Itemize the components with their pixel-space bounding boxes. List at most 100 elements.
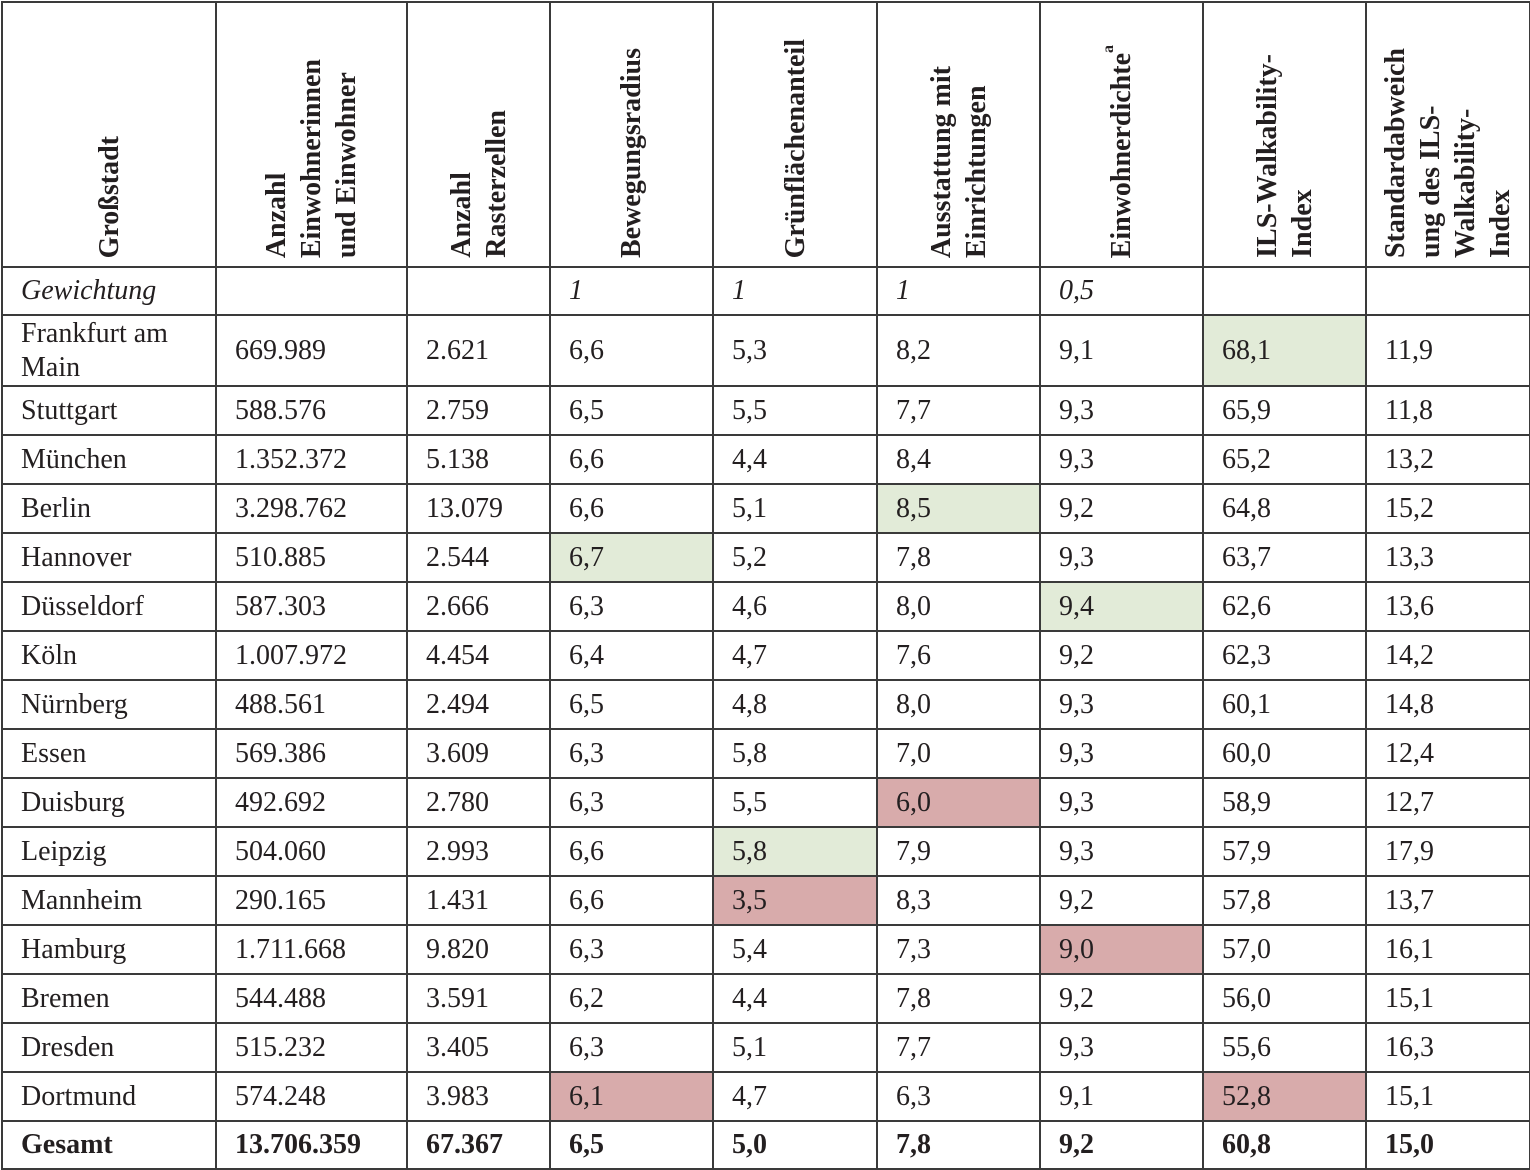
row-label: Essen [1,728,217,779]
table-row: Nürnberg 488.561 2.494 6,5 4,8 8,0 9,3 60,1 14,8 [1,679,1530,730]
row-label: Stuttgart [1,385,217,436]
table-cell: 3.609 [406,728,551,779]
table-cell: 9,3 [1039,728,1204,779]
row-label: München [1,434,217,485]
table-row: Stuttgart 588.576 2.759 6,5 5,5 7,7 9,3 65,9 11,… [1,385,1530,436]
table-cell: 3,5 [712,875,878,926]
table-cell: 13,2 [1365,434,1530,485]
table-cell: 5,5 [712,777,878,828]
row-label: Hamburg [1,924,217,975]
table-cell [1365,266,1530,316]
table-cell: 57,9 [1202,826,1367,877]
table-cell: 7,9 [876,826,1041,877]
table-cell: 9,1 [1039,314,1204,387]
table-cell: 15,1 [1365,1071,1530,1122]
table-cell: 6,5 [549,679,714,730]
table-cell: 6,5 [549,1120,714,1170]
column-header-label: Anzahl Rasterzellen [445,110,512,258]
table-cell [406,266,551,316]
table-cell: 5,8 [712,826,878,877]
table-cell: 6,4 [549,630,714,681]
table-cell: 488.561 [215,679,408,730]
table-cell: 12,7 [1365,777,1530,828]
table-cell: 11,8 [1365,385,1530,436]
table-row: Köln 1.007.972 4.454 6,4 4,7 7,6 9,2 62,3 14,2 [1,630,1530,681]
table-cell: 2.544 [406,532,551,583]
table-cell: 2.780 [406,777,551,828]
table-cell: 6,2 [549,973,714,1024]
table-cell: 6,3 [876,1071,1041,1122]
table-cell: 56,0 [1202,973,1367,1024]
table-cell: 5,1 [712,1022,878,1073]
weight-row: Gewichtung 1 1 1 0,5 [1,266,1530,316]
table-cell: 492.692 [215,777,408,828]
column-header: Standardabweich ung des ILS- Walkability… [1365,1,1530,268]
table-cell [215,266,408,316]
table-cell: 57,8 [1202,875,1367,926]
row-label: Bremen [1,973,217,1024]
table-cell: 2.494 [406,679,551,730]
row-label: Berlin [1,483,217,534]
table-cell: 9,2 [1039,973,1204,1024]
row-label: Hannover [1,532,217,583]
table-row: München 1.352.372 5.138 6,6 4,4 8,4 9,3 65,2 13,… [1,434,1530,485]
table-cell: 5,1 [712,483,878,534]
table-cell: 5,3 [712,314,878,387]
table-cell: 16,3 [1365,1022,1530,1073]
table-cell: 8,5 [876,483,1041,534]
table-cell: 4,4 [712,973,878,1024]
table-cell: 7,7 [876,385,1041,436]
total-row: Gesamt 13.706.359 67.367 6,5 5,0 7,8 9,2 60,8 15… [1,1120,1530,1170]
table-cell: 6,3 [549,924,714,975]
table-cell: 2.993 [406,826,551,877]
table-cell: 7,3 [876,924,1041,975]
table-body: Gewichtung 1 1 1 0,5 Frankfurt am Main 669.989… [1,266,1530,1170]
table-cell: 4,4 [712,434,878,485]
table-cell: 6,5 [549,385,714,436]
row-label: Köln [1,630,217,681]
table-cell: 569.386 [215,728,408,779]
table-cell: 9.820 [406,924,551,975]
table-cell: 13,3 [1365,532,1530,583]
table-row: Frankfurt am Main 669.989 2.621 6,6 5,3 8,2 9,… [1,314,1530,387]
table-row: Hannover 510.885 2.544 6,7 5,2 7,8 9,3 63,7 13,3 [1,532,1530,583]
table-cell: 6,7 [549,532,714,583]
table-cell: 6,1 [549,1071,714,1122]
table-cell: 2.666 [406,581,551,632]
table-row: Essen 569.386 3.609 6,3 5,8 7,0 9,3 60,0 12,4 [1,728,1530,779]
table-cell [1202,266,1367,316]
table-cell: 62,6 [1202,581,1367,632]
table-cell: 1 [876,266,1041,316]
table-cell: 504.060 [215,826,408,877]
table-cell: 5,2 [712,532,878,583]
table-cell: 60,0 [1202,728,1367,779]
table-cell: 9,2 [1039,483,1204,534]
table-cell: 68,1 [1202,314,1367,387]
table-cell: 9,2 [1039,630,1204,681]
table-cell: 9,3 [1039,1022,1204,1073]
column-header-label: Ausstattung mit Einrichtungen [925,65,992,258]
table-row: Dortmund 574.248 3.983 6,1 4,7 6,3 9,1 52,8 15,1 [1,1071,1530,1122]
table-cell: 4,6 [712,581,878,632]
table-cell: 65,9 [1202,385,1367,436]
table-cell: 1 [712,266,878,316]
row-label: Frankfurt am Main [1,314,217,387]
table-cell: 1 [549,266,714,316]
table-cell: 5,5 [712,385,878,436]
header-row: Großstadt Anzahl Einwohnerinnen und Einwo… [1,1,1530,268]
table-cell: 60,8 [1202,1120,1367,1170]
table-row: Bremen 544.488 3.591 6,2 4,4 7,8 9,2 56,0 15,1 [1,973,1530,1024]
table-cell: 290.165 [215,875,408,926]
table-cell: 9,3 [1039,826,1204,877]
table-cell: 64,8 [1202,483,1367,534]
table-cell: 6,3 [549,581,714,632]
table-cell: 1.431 [406,875,551,926]
table-cell: 9,2 [1039,1120,1204,1170]
table-cell: 13,7 [1365,875,1530,926]
table-cell: 13,6 [1365,581,1530,632]
table-cell: 4,7 [712,630,878,681]
table-cell: 9,4 [1039,581,1204,632]
table-cell: 3.591 [406,973,551,1024]
table-cell: 8,4 [876,434,1041,485]
